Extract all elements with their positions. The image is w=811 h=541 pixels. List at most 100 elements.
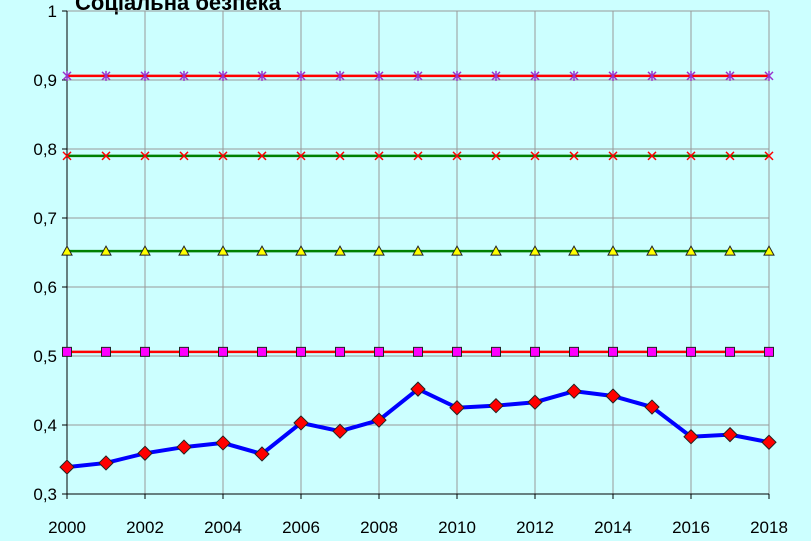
marker [608,70,618,81]
marker [101,151,111,161]
marker [566,383,582,399]
marker [218,70,228,81]
marker [530,346,540,357]
marker [647,346,657,357]
marker [413,346,423,357]
marker [62,70,72,81]
marker [683,429,699,445]
marker [449,400,465,416]
marker [217,245,229,256]
marker [725,70,735,81]
marker [218,151,228,161]
marker [296,151,306,161]
y-tick-label: 0,5 [33,347,57,366]
marker [488,397,504,414]
y-tick-label: 0,3 [33,485,57,504]
marker [101,70,111,81]
marker [608,151,618,161]
marker [451,245,463,256]
marker [569,346,579,357]
marker [452,151,462,161]
marker [178,245,190,256]
y-tick-label: 1 [48,2,57,21]
marker [374,346,384,357]
marker [647,70,657,81]
marker [374,70,384,81]
marker [724,245,736,256]
marker [412,245,424,256]
marker [568,245,580,256]
marker [256,245,268,256]
marker [140,70,150,81]
y-tick-label: 0,6 [33,278,57,297]
marker [296,70,306,81]
y-tick-label: 0,8 [33,140,57,159]
marker [569,151,579,161]
marker [257,346,267,357]
marker [139,245,151,256]
x-tick-label: 2016 [672,518,710,537]
marker [725,151,735,161]
marker [254,446,270,462]
marker [332,423,348,439]
marker [608,346,618,357]
marker [410,381,426,397]
marker [527,394,543,410]
marker [490,245,502,256]
y-tick-label: 0,4 [33,416,57,435]
marker [413,70,423,81]
x-tick-label: 2008 [360,518,398,537]
series-line [66,386,770,470]
marker [761,434,777,450]
marker [686,151,696,161]
marker [764,151,774,161]
chart-title: Соціальна безпека [75,0,282,15]
marker [764,346,774,357]
x-tick-label: 2010 [438,518,476,537]
marker [335,151,345,161]
marker [179,346,189,357]
marker [257,70,267,81]
marker [100,245,112,256]
y-tick-label: 0,7 [33,209,57,228]
marker [529,245,541,256]
x-tick-label: 2000 [48,518,86,537]
marker [296,346,306,357]
marker [686,70,696,81]
marker [215,435,231,451]
marker [176,439,192,455]
marker [491,346,501,357]
marker [569,70,579,81]
marker [179,151,189,161]
marker [646,245,658,256]
marker [452,346,462,357]
marker [373,245,385,256]
marker [335,70,345,81]
marker [530,70,540,81]
x-tick-label: 2012 [516,518,554,537]
marker [257,151,267,161]
y-tick-label: 0,9 [33,71,57,90]
marker [764,70,774,81]
marker [101,346,111,357]
marker [491,151,501,161]
marker [140,346,150,357]
marker [371,412,387,428]
x-tick-label: 2004 [204,518,242,537]
marker [295,245,307,256]
marker [725,346,735,357]
marker [374,151,384,161]
marker [530,151,540,161]
x-tick-label: 2006 [282,518,320,537]
marker [607,245,619,256]
marker [61,245,73,256]
marker [686,346,696,357]
marker [763,245,775,256]
marker [140,151,150,161]
marker [452,70,462,81]
marker [98,455,114,471]
marker [605,388,621,404]
marker [334,245,346,256]
